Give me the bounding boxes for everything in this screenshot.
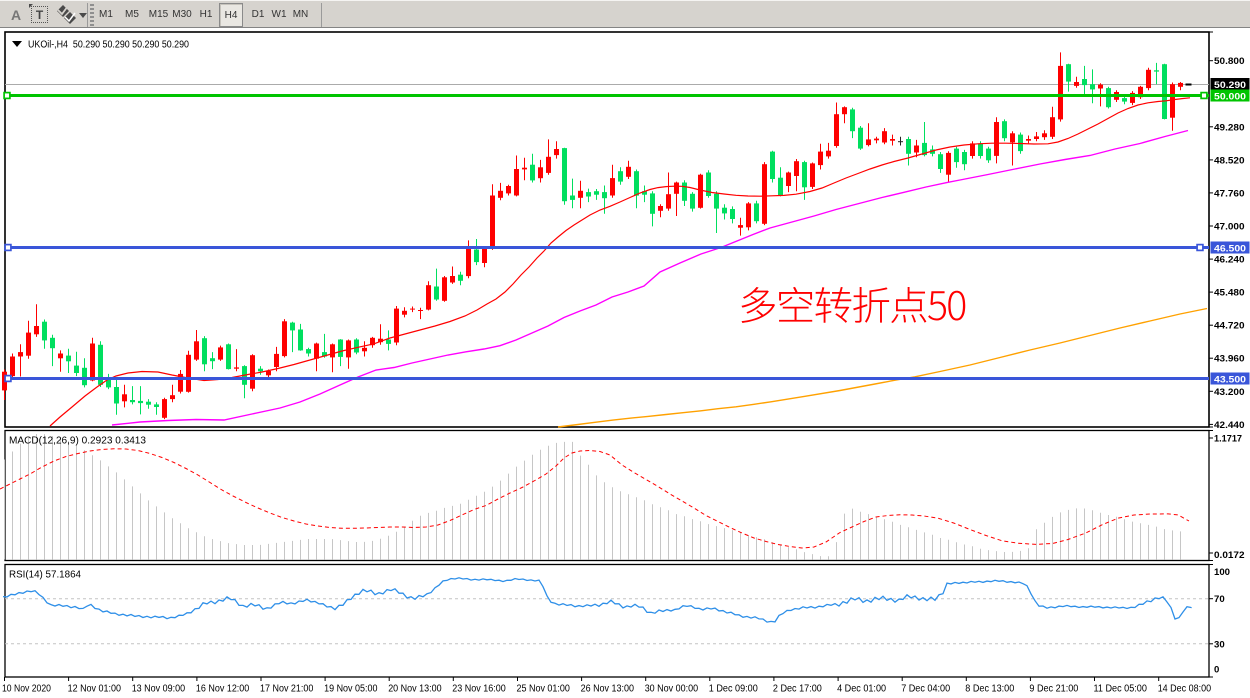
svg-text:10 Nov 2020: 10 Nov 2020 <box>2 684 51 695</box>
svg-text:50.000: 50.000 <box>1214 92 1246 103</box>
svg-text:MACD(12,26,9) 0.2923 0.3413: MACD(12,26,9) 0.2923 0.3413 <box>9 436 146 447</box>
svg-text:20 Nov 13:00: 20 Nov 13:00 <box>388 684 442 695</box>
svg-text:46.500: 46.500 <box>1214 244 1246 255</box>
svg-text:16 Nov 12:00: 16 Nov 12:00 <box>196 684 250 695</box>
svg-text:UKOil-,H4 50.290 50.290 50.29: UKOil-,H4 50.290 50.290 50.290 50.290 <box>28 40 189 51</box>
svg-text:19 Nov 05:00: 19 Nov 05:00 <box>324 684 378 695</box>
svg-text:43.500: 43.500 <box>1214 375 1246 386</box>
svg-text:70: 70 <box>1214 594 1225 605</box>
svg-text:4 Dec 01:00: 4 Dec 01:00 <box>837 684 886 695</box>
svg-text:48.520: 48.520 <box>1214 155 1245 166</box>
svg-text:44.720: 44.720 <box>1214 321 1245 332</box>
svg-text:26 Nov 13:00: 26 Nov 13:00 <box>581 684 635 695</box>
svg-text:7 Dec 04:00: 7 Dec 04:00 <box>901 684 950 695</box>
svg-text:45.480: 45.480 <box>1214 288 1245 299</box>
svg-text:46.240: 46.240 <box>1214 255 1245 266</box>
svg-text:17 Nov 21:00: 17 Nov 21:00 <box>260 684 314 695</box>
svg-text:RSI(14) 57.1864: RSI(14) 57.1864 <box>9 570 81 581</box>
svg-text:43.200: 43.200 <box>1214 387 1245 398</box>
svg-text:13 Nov 09:00: 13 Nov 09:00 <box>132 684 186 695</box>
svg-text:47.760: 47.760 <box>1214 188 1245 199</box>
svg-text:25 Nov 01:00: 25 Nov 01:00 <box>517 684 571 695</box>
svg-text:1 Dec 09:00: 1 Dec 09:00 <box>709 684 758 695</box>
svg-text:50.800: 50.800 <box>1214 56 1245 67</box>
svg-text:0.0172: 0.0172 <box>1214 550 1245 561</box>
svg-text:11 Dec 05:00: 11 Dec 05:00 <box>1094 684 1148 695</box>
svg-text:47.000: 47.000 <box>1214 222 1245 233</box>
svg-text:9 Dec 21:00: 9 Dec 21:00 <box>1029 684 1078 695</box>
svg-text:12 Nov 01:00: 12 Nov 01:00 <box>68 684 122 695</box>
svg-text:49.280: 49.280 <box>1214 122 1245 133</box>
svg-text:50.290: 50.290 <box>1214 80 1246 91</box>
svg-text:0: 0 <box>1214 665 1219 676</box>
svg-text:30: 30 <box>1214 639 1225 650</box>
svg-text:8 Dec 13:00: 8 Dec 13:00 <box>965 684 1014 695</box>
svg-text:100: 100 <box>1214 567 1230 578</box>
svg-text:1.1717: 1.1717 <box>1214 434 1242 445</box>
svg-text:30 Nov 00:00: 30 Nov 00:00 <box>645 684 699 695</box>
svg-text:43.960: 43.960 <box>1214 354 1245 365</box>
svg-text:14 Dec 08:00: 14 Dec 08:00 <box>1158 684 1212 695</box>
svg-text:23 Nov 16:00: 23 Nov 16:00 <box>452 684 506 695</box>
svg-text:42.440: 42.440 <box>1214 420 1245 431</box>
svg-text:2 Dec 17:00: 2 Dec 17:00 <box>773 684 822 695</box>
